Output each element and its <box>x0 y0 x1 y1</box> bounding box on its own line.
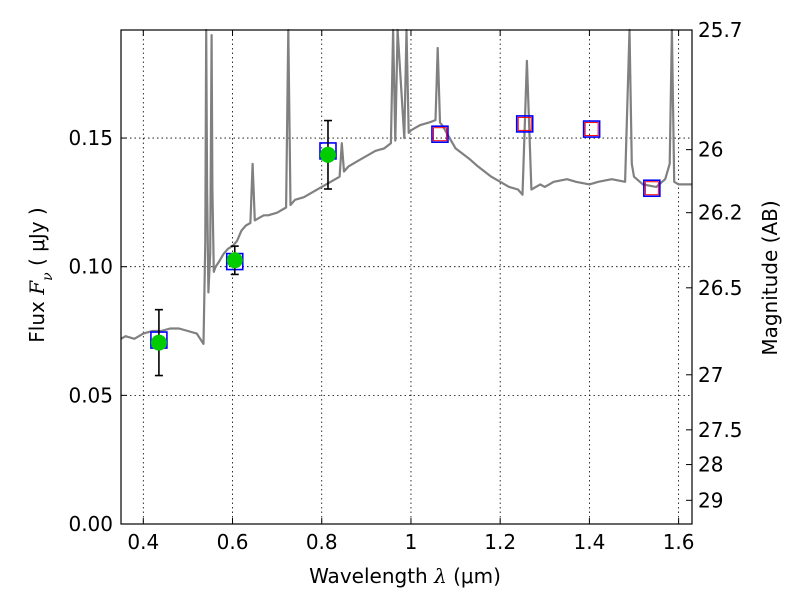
x-tick-label: 0.4 <box>127 530 159 554</box>
y-axis-label: Flux Fν ( μJy ) <box>25 207 56 342</box>
x-tick-label: 0.8 <box>306 530 338 554</box>
y-tick-label: 0.05 <box>68 383 113 407</box>
magnitude-tick-label: 27 <box>698 363 723 387</box>
model-flux-square <box>431 125 449 144</box>
magnitude-tick-label: 26.5 <box>698 276 743 300</box>
y-axis-ticks: 0.00 0.05 0.10 0.15 <box>68 126 127 536</box>
magnitude-axis-label: Magnitude (AB) <box>758 200 782 355</box>
plot-area <box>120 28 692 377</box>
upper-limit-square <box>644 181 659 196</box>
x-tick-label: 1 <box>405 530 418 554</box>
sed-model-curve <box>120 28 692 345</box>
upper-limit-square <box>517 116 532 131</box>
x-tick-label: 1.2 <box>484 530 516 554</box>
x-axis-ticks: 0.4 0.6 0.8 1 1.2 1.4 1.6 <box>127 30 695 554</box>
y-tick-label: 0.00 <box>68 512 113 536</box>
model-flux-square <box>515 115 534 133</box>
model-flux-square <box>582 120 601 138</box>
magnitude-tick-label: 26 <box>698 138 723 162</box>
magnitude-tick-label: 29 <box>698 488 723 512</box>
observed-flux-point <box>319 146 336 163</box>
x-tick-label: 0.6 <box>217 530 249 554</box>
y-tick-label: 0.10 <box>68 255 113 279</box>
magnitude-tick-label: 25.7 <box>698 18 743 42</box>
plot-frame <box>120 29 693 525</box>
observed-flux-point <box>226 252 243 269</box>
upper-limit-square <box>432 127 447 142</box>
model-flux-square <box>643 179 661 198</box>
observed-flux-point <box>150 334 167 351</box>
magnitude-tick-label: 28 <box>698 453 723 477</box>
x-tick-label: 1.4 <box>573 530 605 554</box>
magnitude-tick-label: 27.5 <box>698 418 743 442</box>
magnitude-tick-label: 26.2 <box>698 201 743 225</box>
x-axis-label: Wavelength λ (μm) <box>309 564 501 588</box>
y-tick-label: 0.15 <box>68 126 113 150</box>
upper-limit-square <box>584 122 599 137</box>
magnitude-axis-ticks: 25.7 26 26.2 26.5 27 27.5 28 29 <box>686 18 743 512</box>
x-tick-label: 1.6 <box>663 530 695 554</box>
